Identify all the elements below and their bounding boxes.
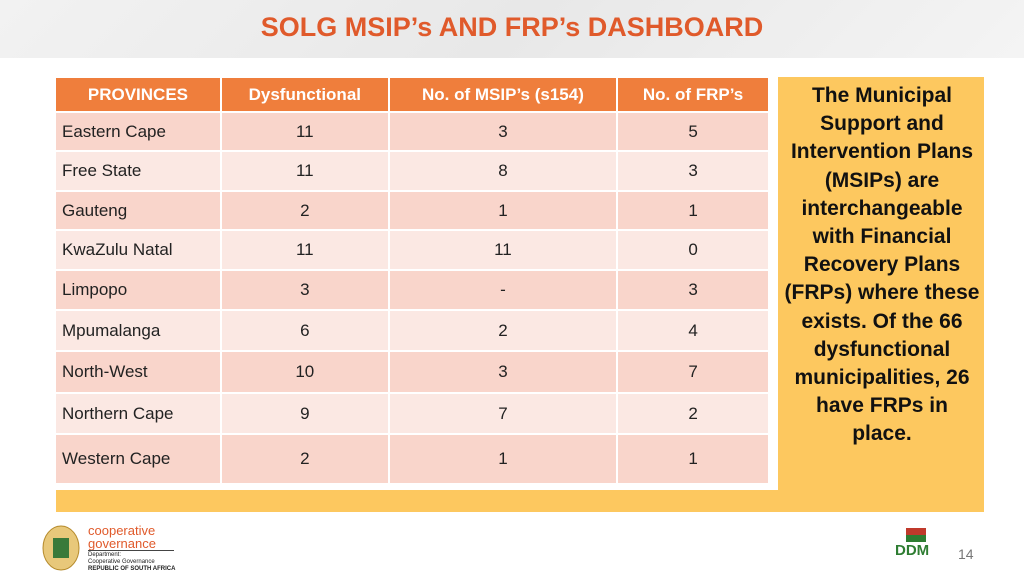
- page-number: 14: [958, 546, 974, 562]
- value-cell: 3: [220, 269, 390, 310]
- value-cell: 10: [220, 350, 390, 393]
- column-header: No. of FRP’s: [617, 78, 770, 112]
- province-cell: North-West: [56, 350, 222, 393]
- table-row: Free State 11 8 3: [56, 150, 770, 191]
- value-cell: 11: [220, 229, 390, 270]
- province-cell: Western Cape: [56, 433, 222, 483]
- table-row: Mpumalanga 6 2 4: [56, 309, 770, 351]
- slide-title: SOLG MSIP’s AND FRP’s DASHBOARD: [260, 12, 764, 42]
- column-header: PROVINCES: [56, 78, 222, 112]
- value-cell: 5: [617, 111, 770, 151]
- value-cell: 0: [617, 229, 770, 270]
- table-row: Eastern Cape 11 3 5: [56, 111, 770, 151]
- value-cell: 1: [388, 190, 619, 230]
- value-cell: 6: [220, 309, 390, 351]
- value-cell: 4: [617, 309, 770, 351]
- table-row: North-West 10 3 7: [56, 350, 770, 393]
- value-cell: 1: [617, 433, 770, 483]
- value-cell: 7: [388, 392, 619, 434]
- value-cell: 3: [388, 111, 619, 151]
- value-cell: -: [388, 269, 619, 310]
- dashboard-table: PROVINCES Dysfunctional No. of MSIP’s (s15…: [56, 78, 770, 483]
- value-cell: 2: [220, 190, 390, 230]
- logo-line: cooperative: [88, 523, 156, 538]
- ddm-logo: DDM: [895, 542, 930, 559]
- dept-line: Cooperative Governance: [88, 559, 155, 565]
- note-text: The Municipal Support and Intervention P…: [784, 84, 980, 446]
- value-cell: 2: [220, 433, 390, 483]
- column-header: No. of MSIP’s (s154): [388, 78, 619, 112]
- value-cell: 3: [617, 150, 770, 191]
- header-row: PROVINCES Dysfunctional No. of MSIP’s (s15…: [56, 78, 770, 112]
- dept-line: REPUBLIC OF SOUTH AFRICA: [88, 566, 176, 572]
- table-row: Western Cape 2 1 1: [56, 433, 770, 483]
- ddm-icon: [906, 528, 926, 542]
- province-cell: Free State: [56, 150, 222, 191]
- value-cell: 11: [220, 111, 390, 151]
- province-cell: Eastern Cape: [56, 111, 222, 151]
- value-cell: 8: [388, 150, 619, 191]
- province-cell: Northern Cape: [56, 392, 222, 434]
- dept-line: Department:: [88, 552, 122, 558]
- value-cell: 1: [388, 433, 619, 483]
- table-row: KwaZulu Natal 11 11 0: [56, 229, 770, 270]
- province-cell: Limpopo: [56, 269, 222, 310]
- value-cell: 2: [617, 392, 770, 434]
- province-cell: KwaZulu Natal: [56, 229, 222, 270]
- coat-of-arms: [42, 525, 80, 571]
- column-header: Dysfunctional: [220, 78, 390, 112]
- value-cell: 11: [220, 150, 390, 191]
- value-cell: 9: [220, 392, 390, 434]
- logo-line: governance: [88, 536, 156, 551]
- province-cell: Mpumalanga: [56, 309, 222, 351]
- value-cell: 1: [617, 190, 770, 230]
- table-row: Gauteng 2 1 1: [56, 190, 770, 230]
- province-cell: Gauteng: [56, 190, 222, 230]
- value-cell: 3: [388, 350, 619, 393]
- header-band: [0, 0, 1024, 58]
- value-cell: 3: [617, 269, 770, 310]
- value-cell: 7: [617, 350, 770, 393]
- value-cell: 2: [388, 309, 619, 351]
- table-row: Limpopo 3-3: [56, 269, 770, 310]
- value-cell: 11: [388, 229, 619, 270]
- table-row: Northern Cape 9 7 2: [56, 392, 770, 434]
